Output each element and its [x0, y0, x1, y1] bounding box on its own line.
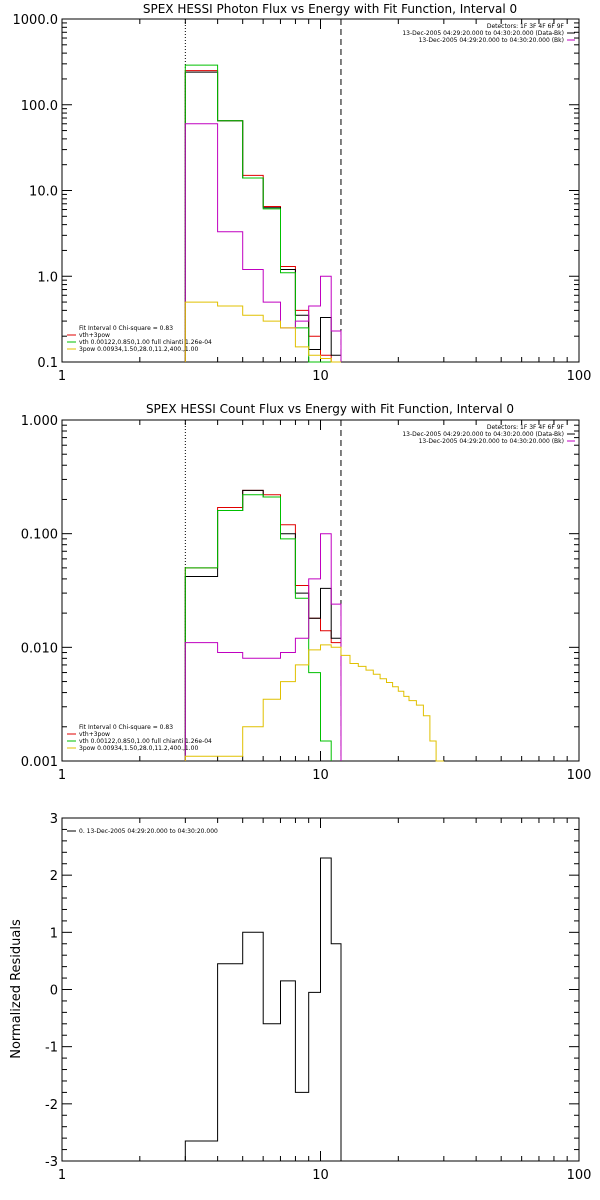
residuals-marks: 1 10 100 -3 -2 -1 0 1 2 3 [45, 812, 591, 1183]
y-tick-label: 0 [50, 984, 58, 999]
legend-entry: Fit Interval 0 Chi-square = 0.83 [79, 325, 173, 332]
residuals-legend: 0. 13-Dec-2005 04:29:20.000 to 04:30:20.… [67, 828, 218, 835]
series-line-2 [184, 494, 332, 761]
count-flux-fit-legend: Fit Interval 0 Chi-square = 0.83vth+3pow… [67, 724, 212, 752]
legend-entry: 3pow 0.00934,1.50,28.0,11.2,400.,1.00 [79, 745, 198, 752]
y-tick-label: 2 [50, 869, 58, 884]
y-tick-label: 0.1 [37, 356, 58, 371]
series-line-4 [184, 644, 444, 762]
photon-flux-fit-legend: Fit Interval 0 Chi-square = 0.83vth+3pow… [67, 325, 212, 353]
legend-entry: 13-Dec-2005 04:29:20.000 to 04:30:20.000… [419, 37, 564, 44]
series-line-3 [184, 123, 342, 362]
legend-entry: vth+3pow [79, 332, 110, 339]
x-tick-label: 1 [58, 1168, 66, 1183]
x-tick-label: 100 [567, 369, 592, 384]
x-tick-label: 100 [567, 1168, 592, 1183]
photon-flux-panel: SPEX HESSI Photon Flux vs Energy with Fi… [13, 2, 592, 384]
y-tick-label: 10.0 [29, 185, 58, 200]
x-axis-ticks [61, 420, 568, 761]
legend-entry: Detectors: 1F 3F 4F 6F 9F [487, 424, 565, 431]
y-tick-label: 1000.0 [13, 13, 59, 28]
legend-entry: vth+3pow [79, 731, 110, 738]
y-tick-label: -1 [45, 1041, 58, 1056]
y-axis-ticks [62, 817, 579, 1162]
series-line-0 [184, 489, 342, 761]
count-flux-title: SPEX HESSI Count Flux vs Energy with Fit… [146, 402, 514, 416]
legend-entry: Fit Interval 0 Chi-square = 0.83 [79, 724, 173, 731]
photon-flux-marks: 1 10 100 0.1 1.0 10.0 100.0 1000.0 [13, 13, 592, 384]
residuals-panel: Normalized Residuals 1 10 100 -3 -2 -1 0 1 2 3 0.… [9, 812, 591, 1183]
x-tick-label: 1 [58, 369, 66, 384]
x-tick-label: 10 [312, 369, 329, 384]
y-tick-label: 1.000 [21, 414, 58, 429]
series-line-4 [184, 301, 341, 363]
y-tick-label: 1 [50, 926, 58, 941]
legend-entry: 13-Dec-2005 04:29:20.000 to 04:30:20.000… [402, 30, 564, 37]
y-tick-label: 0.010 [21, 641, 58, 656]
x-tick-label: 100 [567, 768, 592, 783]
residuals-y-axis-label: Normalized Residuals [9, 919, 24, 1059]
x-axis-ticks [61, 19, 568, 362]
x-tick-label: 10 [312, 1168, 329, 1183]
legend-entry: Detectors: 1F 3F 4F 6F 9F [487, 23, 565, 30]
legend-entry: 3pow 0.00934,1.50,28.0,11.2,400.,1.00 [79, 346, 198, 353]
legend-entry: 0. 13-Dec-2005 04:29:20.000 to 04:30:20.… [79, 828, 218, 835]
y-axis-ticks [62, 22, 579, 363]
y-tick-label: -2 [45, 1098, 58, 1113]
legend-entry: vth 0.00122,0.850,1.00 full chianti 1.26… [79, 339, 212, 346]
y-tick-label: 3 [50, 812, 58, 827]
y-axis-ticks [62, 424, 579, 762]
y-tick-label: -3 [45, 1155, 58, 1170]
legend-entry: vth 0.00122,0.850,1.00 full chianti 1.26… [79, 738, 212, 745]
photon-flux-plot-frame [61, 18, 580, 363]
y-tick-label: 100.0 [21, 99, 58, 114]
legend-entry: 13-Dec-2005 04:29:20.000 to 04:30:20.000… [402, 431, 564, 438]
legend-entry: 13-Dec-2005 04:29:20.000 to 04:30:20.000… [419, 438, 564, 445]
x-tick-label: 10 [312, 768, 329, 783]
series-line-0 [184, 857, 342, 1161]
series-line-2 [184, 64, 341, 363]
y-tick-label: 0.001 [21, 755, 58, 770]
photon-flux-title: SPEX HESSI Photon Flux vs Energy with Fi… [143, 2, 517, 16]
y-tick-label: 1.0 [37, 270, 58, 285]
y-tick-label: 0.100 [21, 528, 58, 543]
x-tick-label: 1 [58, 768, 66, 783]
series-line-3 [184, 533, 342, 761]
count-flux-panel: SPEX HESSI Count Flux vs Energy with Fit… [21, 402, 592, 783]
count-flux-marks: 1 10 100 0.001 0.010 0.100 1.000 [21, 414, 592, 783]
x-axis-ticks [61, 818, 568, 1161]
